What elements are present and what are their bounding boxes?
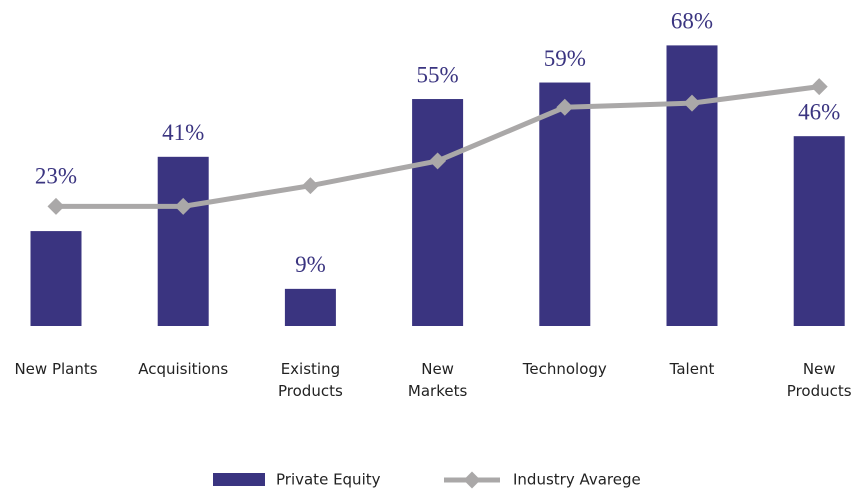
legend-swatch [463, 471, 481, 489]
bar [412, 99, 464, 327]
x-tick-label: Technology [522, 360, 607, 378]
line-marker [810, 78, 828, 96]
line-marker [683, 94, 701, 112]
line-marker [174, 197, 192, 215]
value-label: 68% [671, 9, 713, 34]
x-tick-label: New Markets [408, 360, 468, 400]
line-marker [301, 177, 319, 195]
legend-label: Private Equity [276, 471, 381, 489]
value-label: 41% [162, 120, 204, 145]
bar [539, 82, 591, 326]
line-marker [429, 152, 447, 170]
value-label: 59% [544, 46, 586, 71]
value-label: 23% [35, 164, 77, 189]
line-marker [556, 98, 574, 116]
line-marker [47, 197, 65, 215]
x-tick-label: New Products [787, 360, 852, 400]
bar [666, 45, 718, 327]
value-label: 9% [295, 252, 326, 277]
value-label: 46% [798, 99, 840, 124]
x-tick-label: Existing Products [278, 360, 343, 400]
bar [284, 288, 336, 326]
x-tick-label: Talent [669, 360, 715, 378]
bar [157, 156, 209, 326]
x-tick-label: New Plants [14, 360, 97, 378]
value-label: 55% [417, 62, 459, 87]
legend-swatch [213, 473, 265, 486]
bar [30, 231, 82, 326]
legend-label: Industry Avarege [513, 471, 641, 489]
x-tick-label: Acquisitions [138, 360, 228, 378]
bar [793, 136, 845, 326]
